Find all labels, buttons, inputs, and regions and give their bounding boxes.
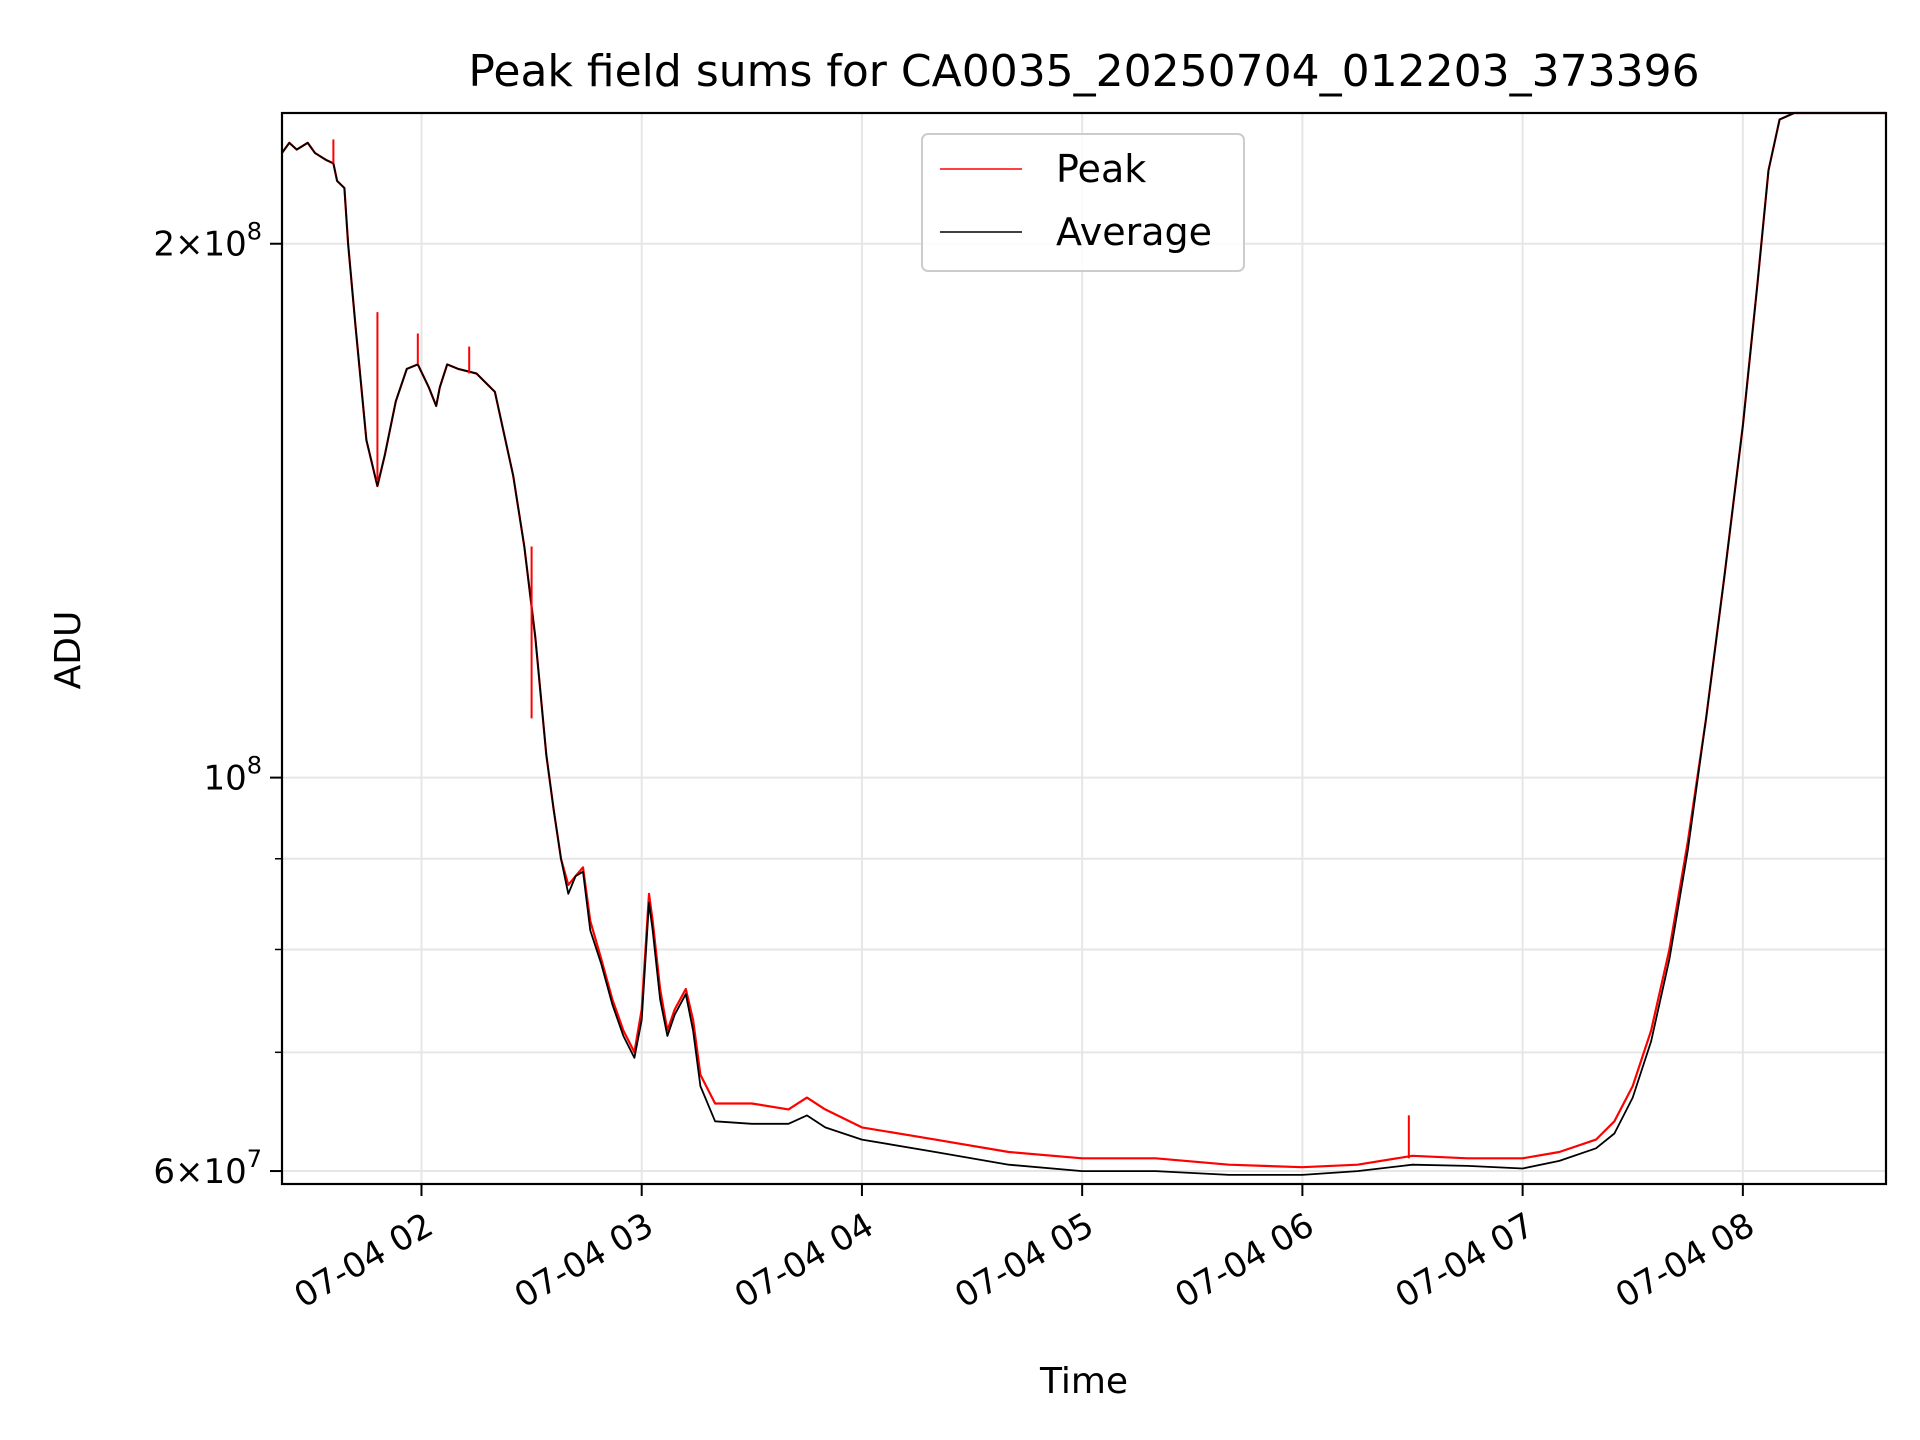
chart-title: Peak field sums for CA0035_20250704_0122… [468, 46, 1699, 97]
legend-label-average: Average [1056, 210, 1212, 254]
legend: Peak Average [921, 133, 1245, 272]
y-tick-base: 2×10 [153, 225, 246, 265]
y-tick-label: 108 [203, 752, 262, 799]
y-tick-base: 10 [203, 759, 246, 799]
y-axis-label: ADU [48, 611, 89, 690]
y-tick-label: 6×107 [153, 1145, 262, 1192]
series-line-average [281, 112, 1886, 1176]
y-tick-label: 2×108 [153, 218, 262, 265]
plot-frame [280, 111, 1888, 1186]
y-tick-exponent: 7 [247, 1145, 262, 1173]
series-layer [281, 111, 1886, 1176]
y-tick-exponent: 8 [247, 752, 262, 780]
y-tick-exponent: 8 [247, 218, 262, 246]
x-axis-label: Time [1039, 1361, 1128, 1402]
y-tick-base: 6×10 [153, 1152, 246, 1192]
legend-label-peak: Peak [1056, 147, 1146, 191]
